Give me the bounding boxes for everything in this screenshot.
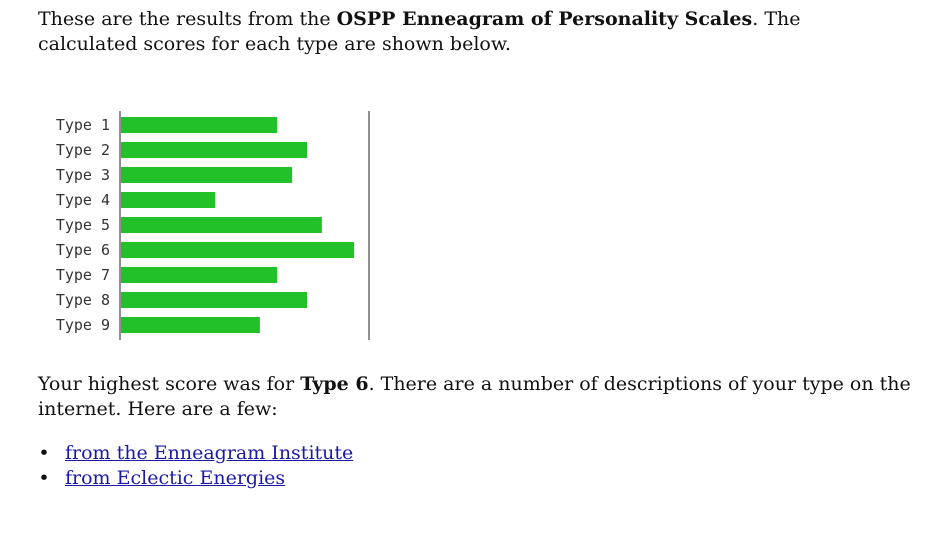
chart-bars [121,117,355,333]
link-enneagram-institute[interactable]: from the Enneagram Institute [65,442,354,464]
bar-type-9 [121,317,260,333]
bar-type-3 [121,167,293,183]
result-text: Your highest score was for Type 6. There… [38,372,918,422]
category-label: Type 4 [56,191,110,209]
bullet-icon: • [38,442,50,464]
highest-type: Type 6 [300,373,369,395]
bar-type-1 [121,117,278,133]
bar-type-6 [121,242,355,258]
link-eclectic-energies[interactable]: from Eclectic Energies [65,467,286,489]
category-label: Type 2 [56,141,110,159]
chart-category-labels: Type 1 Type 2 Type 3 Type 4 Type 5 Type 6 Type… [56,116,110,334]
intro-prefix: These are the results from the [38,8,337,30]
category-label: Type 1 [56,116,110,134]
bar-type-7 [121,267,278,283]
category-label: Type 8 [56,291,110,309]
category-label: Type 3 [56,166,110,184]
link-item-enneagram-institute: • from the Enneagram Institute [38,441,353,466]
category-label: Type 7 [56,266,110,284]
bar-type-5 [121,217,322,233]
bullet-icon: • [38,467,50,489]
description-links: • from the Enneagram Institute • from Ecle… [38,441,353,491]
category-label: Type 5 [56,216,110,234]
link-item-eclectic-energies: • from Eclectic Energies [38,466,353,491]
bar-type-8 [121,292,307,308]
result-suffix: . There are a number of descriptions of … [38,373,911,420]
test-name: OSPP Enneagram of Personality Scales [336,8,753,30]
result-prefix: Your highest score was for [38,373,301,395]
intro-text: These are the results from the OSPP Enne… [38,7,898,57]
category-label: Type 6 [56,241,110,259]
bar-type-2 [121,142,307,158]
bar-type-4 [121,192,216,208]
category-label: Type 9 [56,316,110,334]
intro-suffix: . The calculated scores for each type ar… [38,8,801,55]
